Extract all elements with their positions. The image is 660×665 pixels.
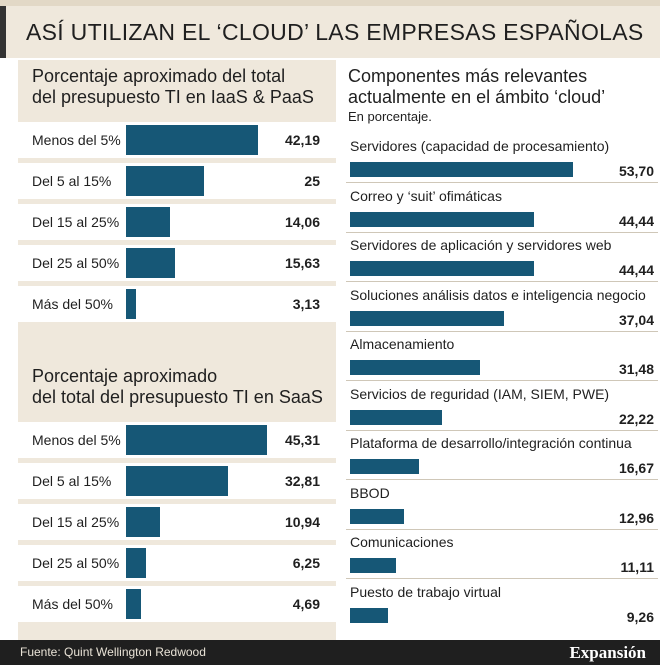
category-label: Almacenamiento [350,336,455,352]
category-label: Soluciones análisis datos e inteligencia… [350,286,646,303]
category-label: Menos del 5% [32,432,121,448]
row-divider [346,330,658,332]
iaas-title-line-2: del presupuesto TI en IaaS & PaaS [32,87,314,107]
category-label: Del 5 al 15% [32,473,112,489]
value-label: 45,31 [284,432,320,448]
components-title-line-2: actualmente en el ámbito ‘cloud’ [348,87,606,107]
left-panel: Porcentaje aproximado del total del pres… [18,60,336,640]
value-label: 31,48 [618,361,654,377]
bar [350,310,504,326]
category-label: Correo y ‘suit’ ofimáticas [350,187,502,204]
value-label: 9,26 [626,608,654,625]
row-divider [346,231,658,233]
bar [126,548,146,578]
value-label: 53,70 [618,163,654,179]
value-label: 12,96 [618,509,654,526]
category-label: Del 25 al 50% [32,555,120,571]
row-background [18,504,336,540]
bar [126,466,229,496]
value-label: 15,63 [284,255,320,271]
value-label: 6,25 [292,555,320,571]
value-label: 42,19 [284,132,320,148]
value-label: 25 [304,173,320,189]
components-title-line-1: Componentes más relevantes [348,66,588,86]
value-label: 3,13 [292,296,320,312]
footer: Fuente: Quint Wellington Redwood Expansi… [0,640,660,665]
bar [350,162,573,177]
category-label: Puesto de trabajo virtual [350,583,501,600]
bar [126,425,268,455]
row-background [18,286,336,322]
bar [126,589,141,619]
category-label: Servidores (capacidad de procesamiento) [350,138,610,154]
top-rule [0,0,660,6]
bar [126,248,175,278]
saas-chart-title: Porcentaje aproximado del total del pres… [32,366,323,408]
category-label: Menos del 5% [32,132,121,148]
category-label: Más del 50% [32,296,113,312]
category-label: BBOD [350,484,390,501]
row-divider [346,380,658,381]
bar [126,207,170,237]
row-background [18,204,336,240]
brand-logo: Expansión [569,643,646,662]
category-label: Del 15 al 25% [32,214,120,230]
bar [350,211,535,227]
bar [350,459,420,474]
value-label: 10,94 [284,514,320,530]
bar [350,607,389,623]
row-background [18,586,336,622]
bar [126,125,258,155]
page-title: ASÍ UTILIZAN EL ‘CLOUD’ LAS EMPRESAS ESP… [0,6,660,58]
category-label: Del 25 al 50% [32,255,120,271]
category-label: Servidores de aplicación y servidores we… [350,237,612,253]
bar [350,261,535,276]
row-divider [346,182,658,183]
row-divider [346,578,658,579]
row-divider [346,281,658,282]
iaas-chart-title: Porcentaje aproximado del total del pres… [32,66,314,108]
bar [350,558,397,573]
bar [350,409,443,425]
row-background [18,245,336,281]
category-label: Plataforma de desarrollo/integración con… [350,435,632,451]
value-label: 32,81 [284,473,320,489]
row-divider [346,429,658,431]
value-label: 14,06 [284,214,320,230]
category-label: Del 15 al 25% [32,514,120,530]
bar [126,289,136,319]
value-label: 37,04 [618,311,654,328]
category-label: Servicios de reguridad (IAM, SIEM, PWE) [350,385,610,402]
components-subtitle: En porcentaje. [348,109,432,124]
bar [126,507,161,537]
source-note: Fuente: Quint Wellington Redwood [20,645,206,659]
category-label: Más del 50% [32,596,113,612]
bar [350,360,481,375]
value-label: 16,67 [618,460,654,476]
bar [126,166,204,196]
value-label: 44,44 [618,262,654,278]
row-divider [346,528,658,530]
bar [350,508,404,524]
value-label: 11,11 [620,559,655,575]
saas-title-line-2: del total del presupuesto TI en SaaS [32,387,323,407]
category-label: Comunicaciones [350,534,454,550]
iaas-title-line-1: Porcentaje aproximado del total [32,66,286,86]
value-label: 44,44 [618,212,654,229]
value-label: 22,22 [618,410,654,427]
value-label: 4,69 [292,596,320,612]
category-label: Del 5 al 15% [32,173,112,189]
right-panel: Componentes más relevantes actualmente e… [340,60,660,640]
row-divider [346,479,658,480]
saas-title-line-1: Porcentaje aproximado [32,366,218,386]
components-chart-title: Componentes más relevantes actualmente e… [348,66,605,108]
row-background [18,545,336,581]
